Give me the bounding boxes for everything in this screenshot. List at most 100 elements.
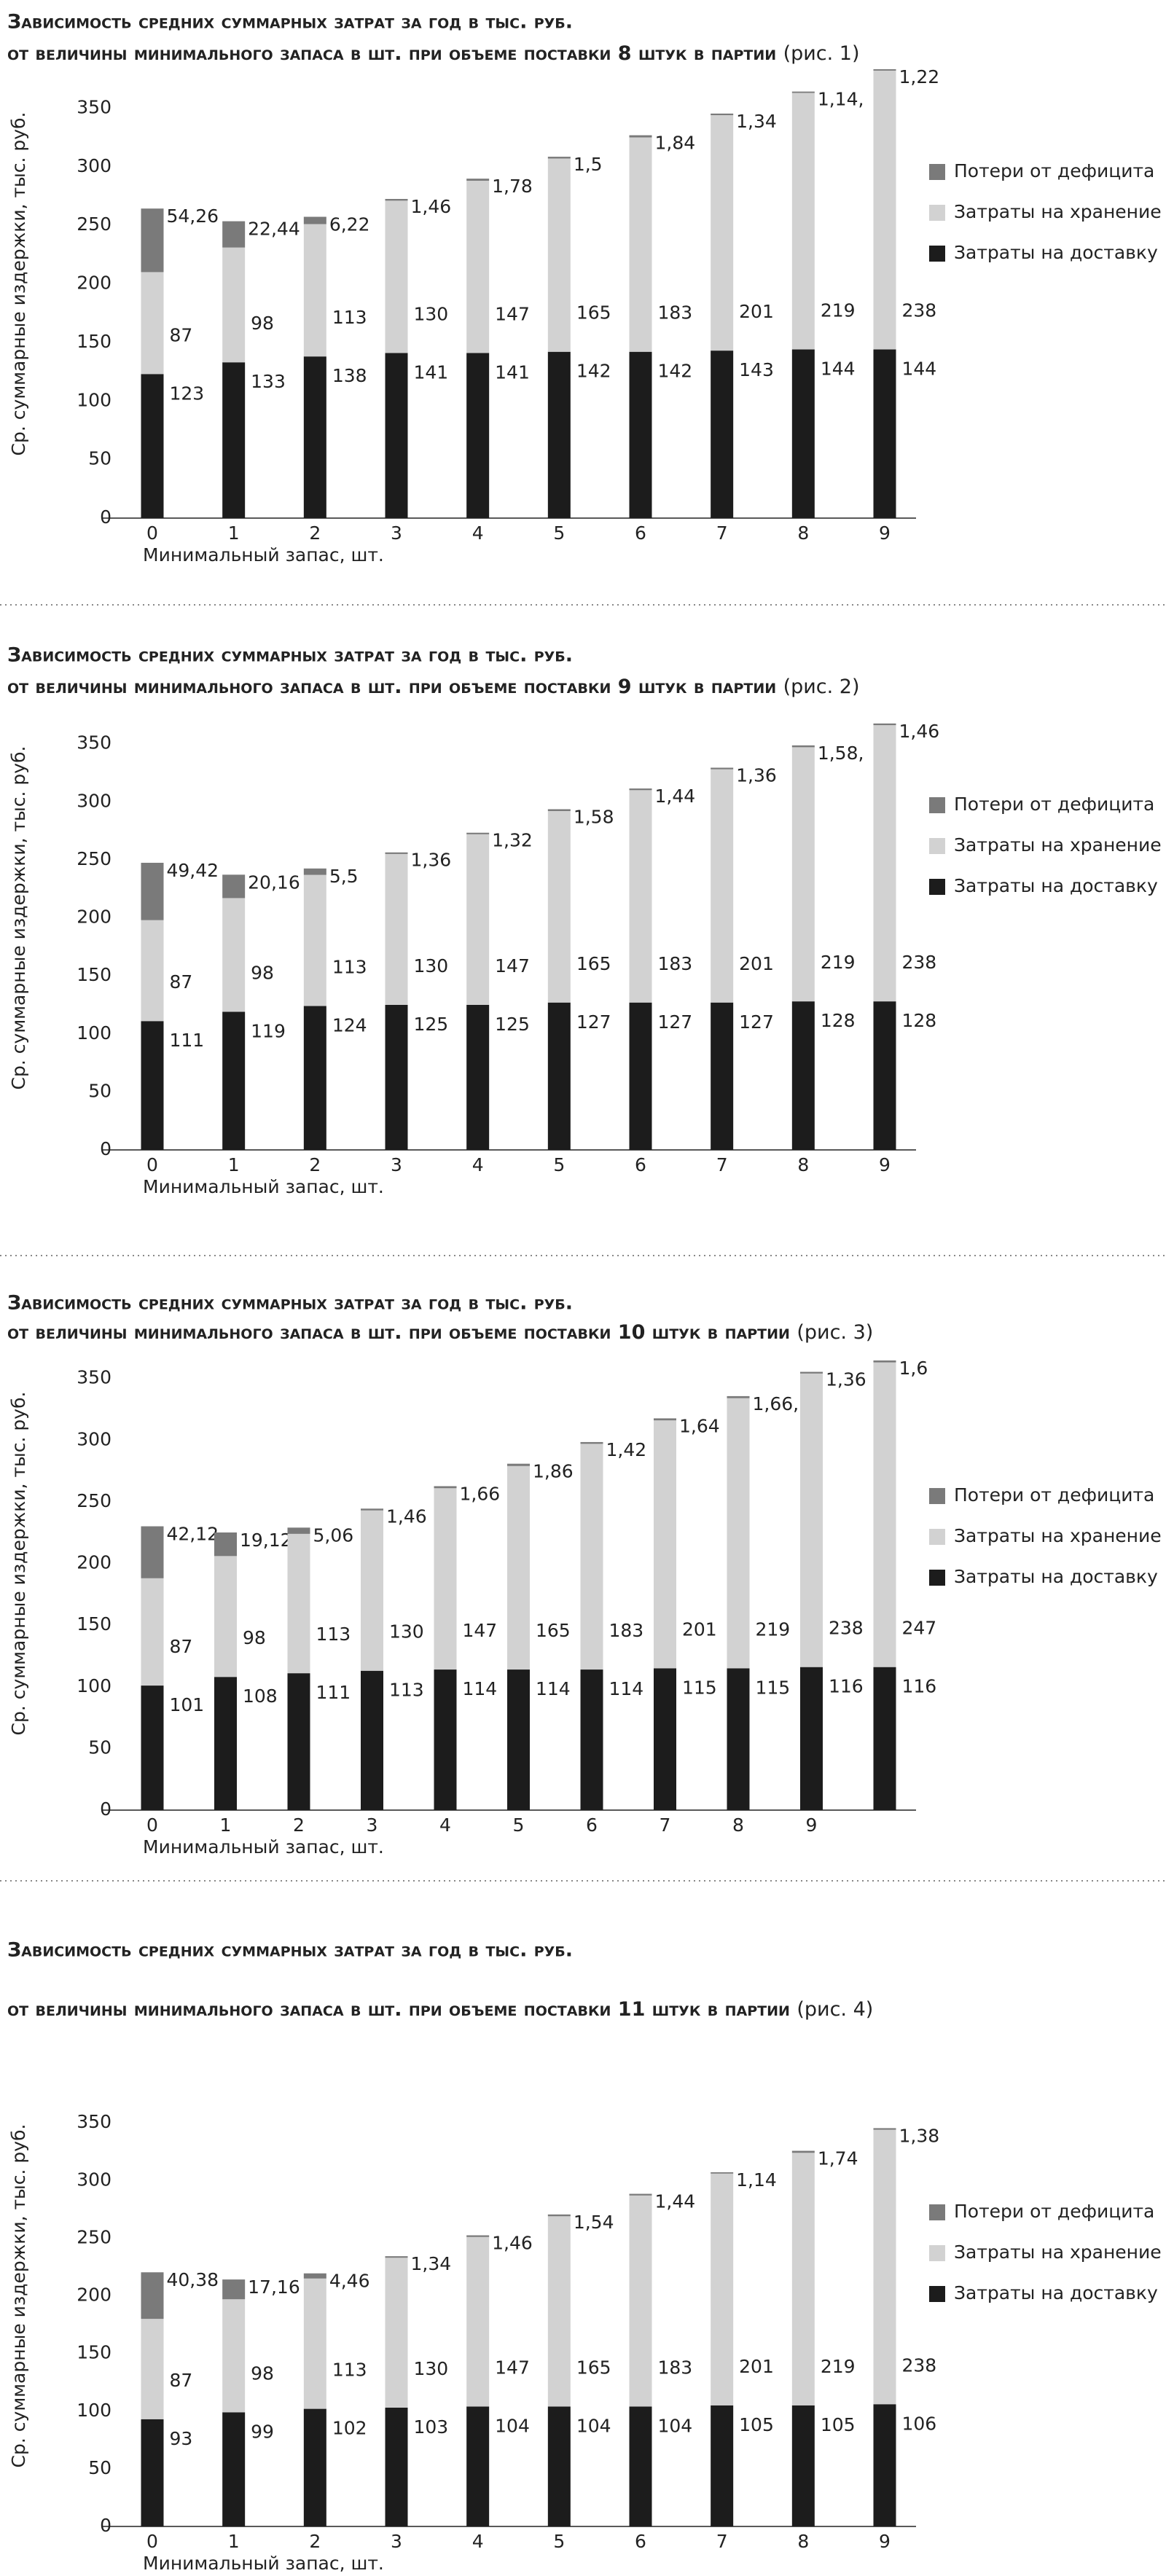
value-label: 1,6 [899, 1358, 928, 1379]
chart-title: Зависимость средних суммарных затрат за … [7, 11, 573, 34]
bar-segment [791, 2153, 815, 2405]
bar-segment [711, 769, 734, 1003]
value-label: 133 [251, 371, 286, 392]
value-label: 20,16 [248, 872, 300, 893]
value-label: 87 [170, 971, 193, 993]
value-label: 147 [495, 955, 530, 976]
bar-segment [141, 1526, 164, 1578]
value-label: 114 [463, 1678, 498, 1699]
x-tick-label: 9 [879, 522, 891, 544]
bar-segment [141, 208, 164, 273]
value-label: 125 [414, 1014, 449, 1035]
bar-segment [287, 1527, 310, 1534]
x-tick-label: 4 [472, 2531, 484, 2552]
bar-segment [711, 2172, 734, 2174]
bar-segment [873, 2404, 896, 2526]
bar-segment [141, 2319, 164, 2419]
x-tick-label: 2 [309, 1154, 321, 1175]
x-tick-label: 3 [391, 2531, 402, 2552]
value-label: 104 [658, 2415, 693, 2436]
bar-segment [547, 2214, 571, 2217]
value-label: 1,54 [574, 2212, 614, 2233]
chart-title: Зависимость средних суммарных затрат за … [7, 644, 573, 667]
value-label: 1,58, [818, 743, 864, 764]
bar-segment [385, 2256, 408, 2258]
y-tick-label: 300 [77, 1428, 111, 1449]
value-label: 183 [658, 302, 693, 324]
x-tick-label: 1 [228, 2531, 240, 2552]
value-label: 102 [332, 2418, 367, 2439]
bar-segment [214, 1677, 237, 1810]
bar-segment [222, 2412, 246, 2526]
value-label: 19,12 [240, 1530, 292, 1551]
bar-segment [727, 1395, 750, 1398]
legend-label: Затраты на доставку [954, 242, 1158, 263]
y-tick-label: 200 [77, 273, 111, 294]
bar-segment [547, 157, 571, 159]
bar-segment [222, 1011, 246, 1150]
value-label: 201 [739, 2356, 774, 2377]
subtitle-text: от величины минимального запаса в шт. пр… [7, 1321, 790, 1344]
legend-swatch [929, 1488, 945, 1504]
y-tick-label: 350 [77, 2111, 111, 2132]
bar-segment [791, 2405, 815, 2526]
bar-segment [507, 1465, 530, 1670]
x-tick-label: 8 [732, 1814, 744, 1836]
bar-segment [141, 862, 164, 920]
x-tick-label: 3 [391, 522, 402, 544]
x-tick-label: 4 [439, 1814, 451, 1836]
x-tick-label: 6 [635, 1154, 646, 1175]
value-label: 113 [332, 957, 367, 978]
value-label: 125 [495, 1014, 530, 1035]
legend-swatch [929, 2286, 945, 2302]
bar-segment [222, 362, 246, 518]
bar-segment [580, 1441, 603, 1444]
bar-segment [654, 1668, 676, 1810]
x-axis-label: Минимальный запас, шт. [143, 2553, 384, 2574]
legend-label: Затраты на доставку [954, 1566, 1158, 1587]
value-label: 1,42 [606, 1439, 647, 1460]
bar-segment [385, 200, 408, 353]
bar-segment [361, 1508, 383, 1511]
bar-segment [873, 725, 896, 1002]
value-label: 111 [170, 1030, 205, 1051]
bar-segment [629, 135, 652, 138]
bar-segment [466, 179, 490, 181]
y-tick-label: 50 [88, 1080, 111, 1101]
y-axis-label: Ср. суммарные издержки, тыс. руб. [8, 1392, 29, 1736]
value-label: 165 [576, 2357, 611, 2378]
y-tick-label: 300 [77, 790, 111, 811]
bar-segment [303, 868, 326, 875]
x-tick-label: 0 [146, 2531, 158, 2552]
x-tick-label: 2 [293, 1814, 305, 1836]
bar-segment [141, 272, 164, 375]
legend-swatch [929, 246, 945, 262]
value-label: 238 [902, 300, 937, 321]
bar-segment [791, 745, 815, 748]
bar-segment [873, 1667, 896, 1810]
bar-segment [629, 351, 652, 518]
value-label: 1,44 [655, 2191, 696, 2212]
bar-segment [385, 852, 408, 854]
bar-segment [873, 1360, 896, 1363]
y-tick-label: 0 [100, 2515, 111, 2536]
bar-segment [629, 2406, 652, 2526]
bar-segment [711, 113, 734, 116]
value-label: 87 [170, 324, 193, 345]
value-label: 1,36 [736, 764, 777, 786]
bar-segment [791, 93, 815, 350]
value-label: 116 [902, 1676, 937, 1697]
value-label: 105 [821, 2414, 856, 2435]
chart: Зависимость средних суммарных затрат за … [0, 1292, 1166, 1882]
bar-segment [629, 137, 652, 352]
value-label: 1,66 [460, 1483, 501, 1504]
bar-segment [466, 2406, 490, 2526]
bar-segment [580, 1669, 603, 1810]
value-label: 165 [536, 1620, 571, 1641]
bar-segment [580, 1444, 603, 1670]
value-label: 40,38 [167, 2269, 219, 2290]
bar-segment [629, 2195, 652, 2407]
value-label: 201 [739, 301, 774, 322]
x-tick-label: 7 [716, 522, 728, 544]
value-label: 22,44 [248, 219, 300, 240]
